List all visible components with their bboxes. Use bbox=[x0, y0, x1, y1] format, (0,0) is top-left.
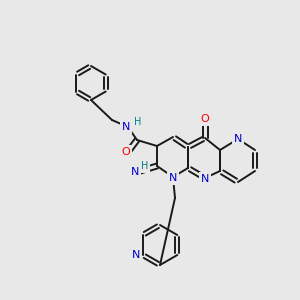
Text: N: N bbox=[130, 167, 139, 177]
Text: N: N bbox=[169, 173, 177, 183]
Text: N: N bbox=[201, 174, 209, 184]
Text: H: H bbox=[134, 117, 142, 127]
Text: N: N bbox=[132, 250, 141, 260]
Text: N: N bbox=[122, 122, 130, 132]
Text: H: H bbox=[141, 161, 149, 171]
Text: O: O bbox=[122, 147, 130, 157]
Text: N: N bbox=[234, 134, 242, 144]
Text: O: O bbox=[201, 114, 209, 124]
